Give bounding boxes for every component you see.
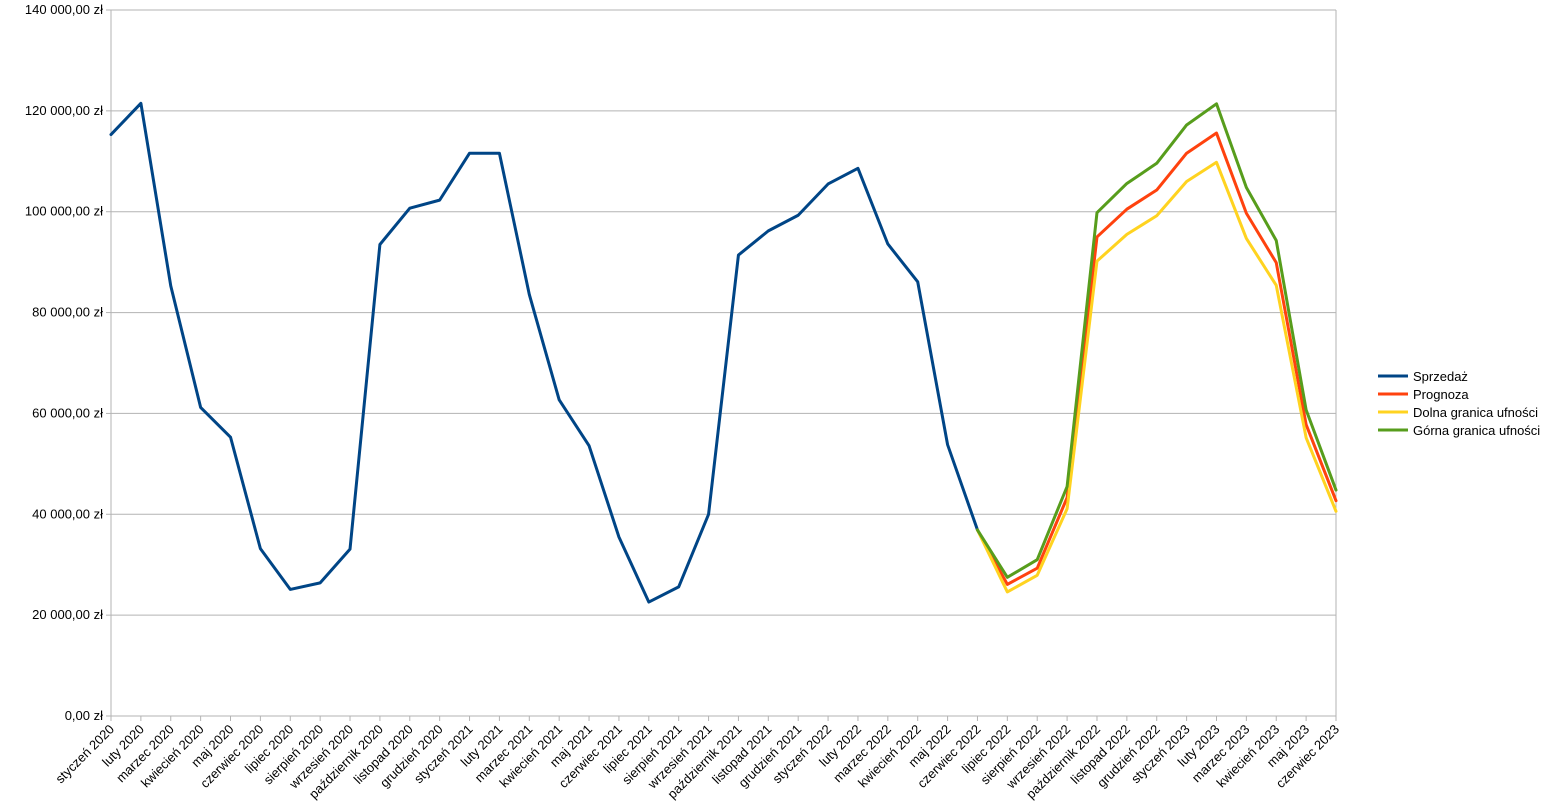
y-tick-label: 0,00 zł — [65, 708, 103, 723]
legend: Sprzedaż Prognoza Dolna granica ufności Gór… — [1378, 369, 1540, 438]
series-lines — [109, 101, 1338, 604]
y-axis-tick-labels: 0,00 zł 20 000,00 zł 40 000,00 zł 60 000,00… — [25, 2, 111, 723]
series-line — [975, 131, 1338, 586]
y-tick-label: 120 000,00 zł — [25, 103, 103, 118]
grid-lines — [111, 9, 1336, 717]
legend-label: Sprzedaż — [1413, 369, 1468, 384]
y-tick-label: 100 000,00 zł — [25, 204, 103, 219]
axes — [110, 10, 1337, 717]
legend-label: Prognoza — [1413, 387, 1469, 402]
y-tick-label: 60 000,00 zł — [32, 405, 103, 420]
series-line — [975, 160, 1338, 594]
legend-label: Dolna granica ufności — [1413, 405, 1538, 420]
y-tick-label: 140 000,00 zł — [25, 2, 103, 17]
y-tick-label: 40 000,00 zł — [32, 506, 103, 521]
legend-label: Górna granica ufności — [1413, 423, 1540, 438]
series-line — [109, 101, 979, 604]
y-tick-label: 80 000,00 zł — [32, 305, 103, 320]
series-line — [975, 102, 1338, 579]
y-tick-label: 20 000,00 zł — [32, 607, 103, 622]
